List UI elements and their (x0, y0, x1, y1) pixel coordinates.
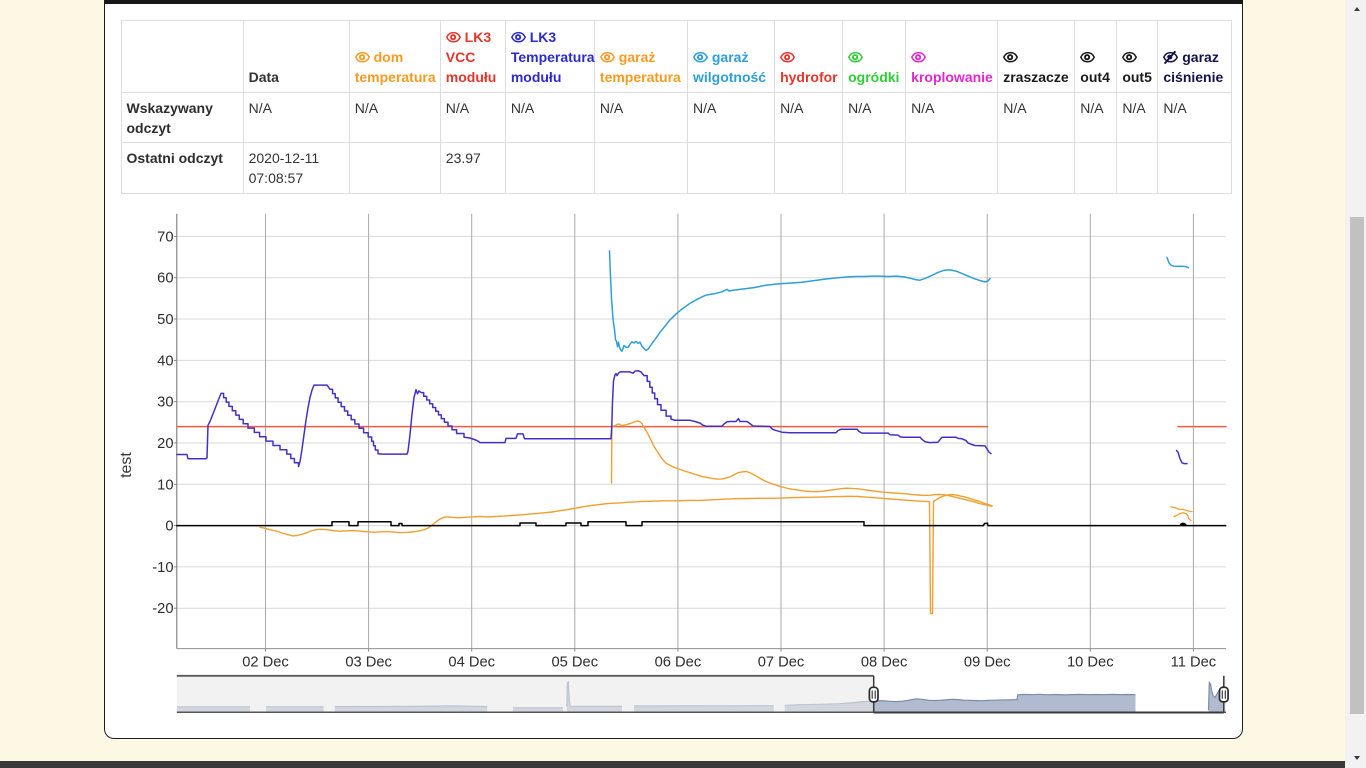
svg-text:50: 50 (157, 312, 173, 328)
svg-text:08 Dec: 08 Dec (861, 655, 908, 671)
svg-text:10 Dec: 10 Dec (1067, 655, 1114, 671)
svg-text:07 Dec: 07 Dec (758, 655, 805, 671)
svg-text:0: 0 (165, 519, 173, 535)
svg-text:test: test (118, 452, 135, 478)
svg-text:02 Dec: 02 Dec (242, 655, 289, 671)
svg-text:-20: -20 (152, 601, 173, 617)
svg-text:20: 20 (157, 436, 173, 452)
svg-text:30: 30 (157, 395, 173, 411)
svg-text:70: 70 (157, 229, 173, 245)
svg-text:60: 60 (157, 271, 173, 287)
svg-text:10: 10 (157, 477, 173, 493)
svg-text:06 Dec: 06 Dec (655, 655, 702, 671)
svg-text:11 Dec: 11 Dec (1171, 655, 1216, 671)
svg-text:40: 40 (157, 353, 173, 369)
svg-text:09 Dec: 09 Dec (964, 655, 1011, 671)
svg-text:04 Dec: 04 Dec (448, 655, 495, 671)
svg-text:05 Dec: 05 Dec (552, 655, 599, 671)
svg-text:-10: -10 (152, 560, 173, 576)
svg-text:03 Dec: 03 Dec (345, 655, 392, 671)
